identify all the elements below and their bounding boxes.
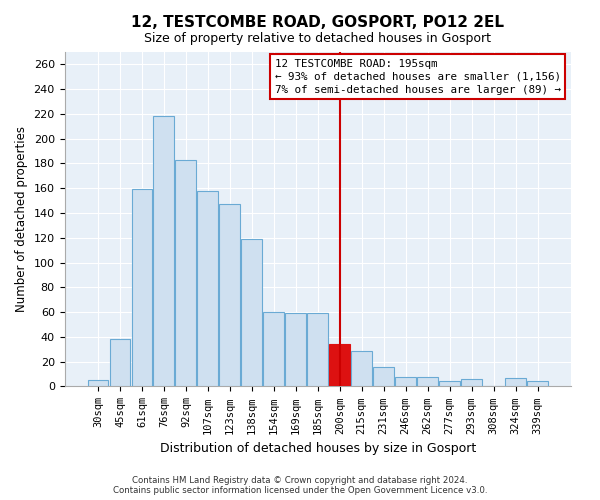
Bar: [286, 314, 306, 386]
Bar: [175, 160, 196, 386]
Bar: [417, 376, 438, 386]
Bar: [461, 379, 482, 386]
Bar: [154, 116, 175, 386]
X-axis label: Distribution of detached houses by size in Gosport: Distribution of detached houses by size …: [160, 442, 476, 455]
Bar: [131, 190, 152, 386]
Bar: [505, 378, 526, 386]
Bar: [88, 380, 109, 386]
Bar: [439, 382, 460, 386]
Bar: [197, 190, 218, 386]
Bar: [395, 376, 416, 386]
Bar: [307, 314, 328, 386]
Bar: [110, 340, 130, 386]
Y-axis label: Number of detached properties: Number of detached properties: [15, 126, 28, 312]
Bar: [373, 366, 394, 386]
Bar: [527, 382, 548, 386]
Text: Contains HM Land Registry data © Crown copyright and database right 2024.
Contai: Contains HM Land Registry data © Crown c…: [113, 476, 487, 495]
Bar: [220, 204, 241, 386]
Bar: [241, 239, 262, 386]
Bar: [329, 344, 350, 387]
Title: 12, TESTCOMBE ROAD, GOSPORT, PO12 2EL: 12, TESTCOMBE ROAD, GOSPORT, PO12 2EL: [131, 15, 504, 30]
Bar: [263, 312, 284, 386]
Text: 12 TESTCOMBE ROAD: 195sqm
← 93% of detached houses are smaller (1,156)
7% of sem: 12 TESTCOMBE ROAD: 195sqm ← 93% of detac…: [275, 58, 561, 95]
Text: Size of property relative to detached houses in Gosport: Size of property relative to detached ho…: [144, 32, 491, 46]
Bar: [351, 350, 372, 386]
